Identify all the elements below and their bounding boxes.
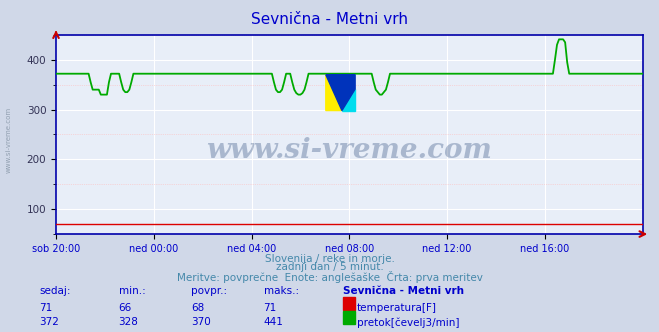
Text: zadnji dan / 5 minut.: zadnji dan / 5 minut.	[275, 262, 384, 272]
Text: min.:: min.:	[119, 286, 146, 296]
Polygon shape	[326, 75, 342, 111]
Text: 372: 372	[40, 317, 59, 327]
Text: Sevnična - Metni vrh: Sevnična - Metni vrh	[251, 12, 408, 27]
Text: 68: 68	[191, 303, 204, 313]
Polygon shape	[342, 89, 355, 111]
Text: www.si-vreme.com: www.si-vreme.com	[206, 137, 492, 164]
Text: pretok[čevelj3/min]: pretok[čevelj3/min]	[357, 317, 460, 328]
Text: 71: 71	[264, 303, 277, 313]
Text: 71: 71	[40, 303, 53, 313]
Polygon shape	[326, 75, 355, 111]
Text: maks.:: maks.:	[264, 286, 299, 296]
Text: povpr.:: povpr.:	[191, 286, 227, 296]
Text: Slovenija / reke in morje.: Slovenija / reke in morje.	[264, 254, 395, 264]
Text: 370: 370	[191, 317, 211, 327]
Text: Sevnična - Metni vrh: Sevnična - Metni vrh	[343, 286, 464, 296]
Text: 328: 328	[119, 317, 138, 327]
Text: 66: 66	[119, 303, 132, 313]
Text: 441: 441	[264, 317, 283, 327]
Text: www.si-vreme.com: www.si-vreme.com	[5, 106, 12, 173]
Text: sedaj:: sedaj:	[40, 286, 71, 296]
Text: temperatura[F]: temperatura[F]	[357, 303, 437, 313]
Text: Meritve: povprečne  Enote: anglešaške  Črta: prva meritev: Meritve: povprečne Enote: anglešaške Črt…	[177, 271, 482, 283]
